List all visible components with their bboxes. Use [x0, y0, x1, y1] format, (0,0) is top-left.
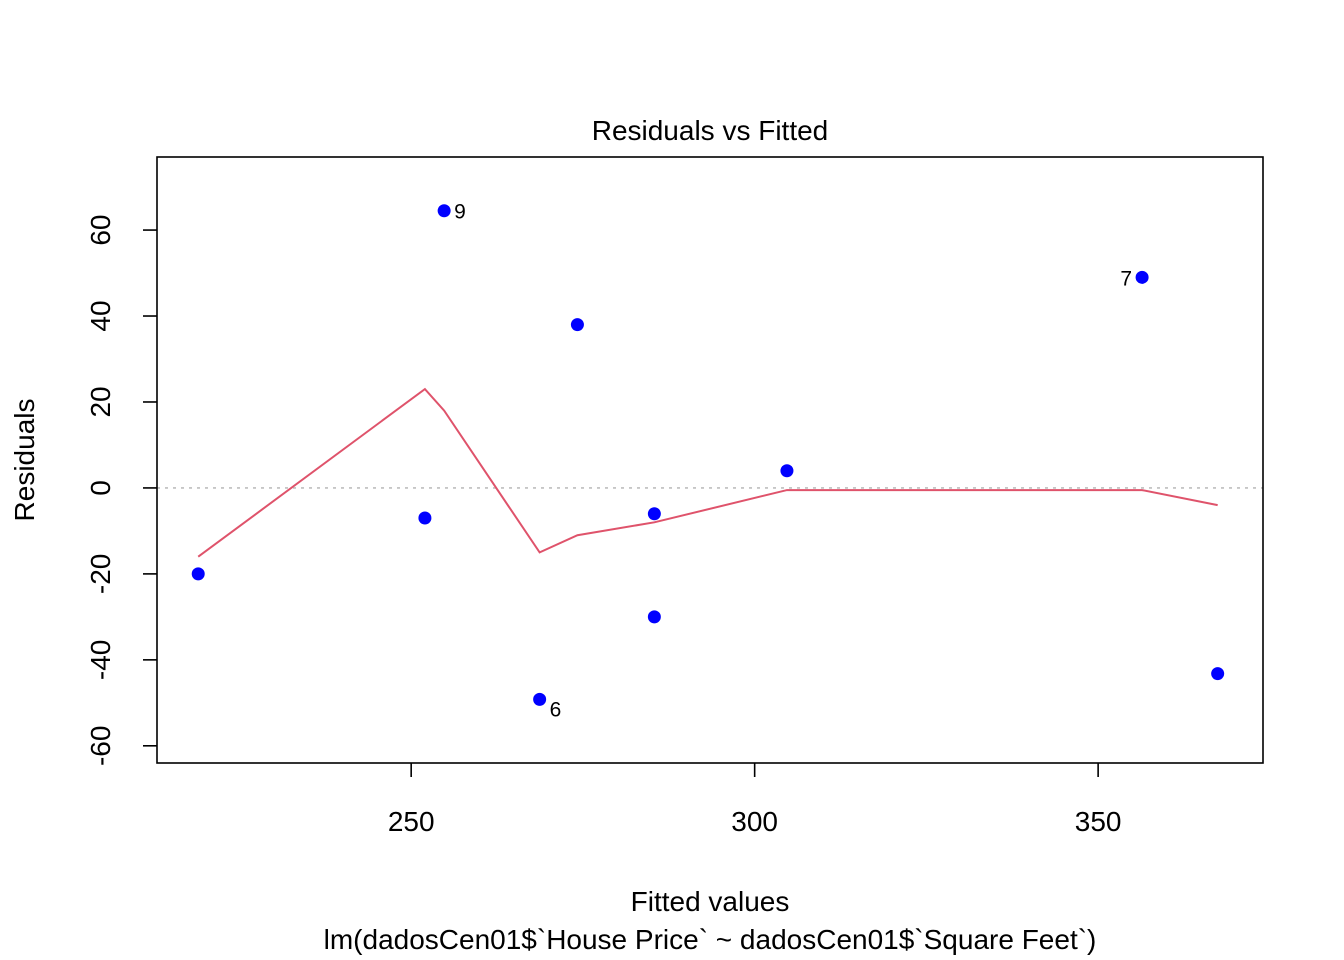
- x-tick-label: 250: [388, 806, 435, 837]
- x-tick-label: 350: [1075, 806, 1122, 837]
- chart-title: Residuals vs Fitted: [592, 115, 829, 146]
- y-tick-label: -20: [85, 554, 116, 594]
- data-point: [418, 511, 432, 525]
- data-point: [1211, 667, 1225, 681]
- y-tick-label: -60: [85, 726, 116, 766]
- y-tick-label: 40: [85, 300, 116, 331]
- data-point: [570, 318, 584, 332]
- point-id-label: 7: [1120, 267, 1132, 290]
- smooth-trend-line: [197, 387, 1218, 558]
- data-point: [647, 610, 661, 624]
- data-point: [780, 464, 794, 478]
- plot-frame: [156, 156, 1264, 764]
- data-point: [533, 692, 547, 706]
- y-tick-label: 20: [85, 386, 116, 417]
- data-point: [647, 507, 661, 521]
- y-axis-ticks: -60 -40 -20 0 20 40 60: [85, 214, 157, 766]
- x-axis-ticks: 250 300 350: [388, 763, 1122, 837]
- point-id-label: 9: [454, 201, 466, 224]
- y-tick-label: -40: [85, 640, 116, 680]
- x-axis-label: Fitted values: [631, 886, 790, 917]
- data-point: [191, 567, 205, 581]
- data-point: [437, 204, 451, 218]
- y-tick-label: 0: [85, 480, 116, 496]
- y-axis-label: Residuals: [9, 399, 40, 522]
- point-id-label: 6: [550, 698, 562, 721]
- y-tick-label: 60: [85, 214, 116, 245]
- x-tick-label: 300: [731, 806, 778, 837]
- data-points: 9 6 7: [191, 201, 1225, 721]
- data-point: [1135, 270, 1149, 284]
- model-formula-label: lm(dadosCen01$`House Price` ~ dadosCen01…: [324, 924, 1097, 955]
